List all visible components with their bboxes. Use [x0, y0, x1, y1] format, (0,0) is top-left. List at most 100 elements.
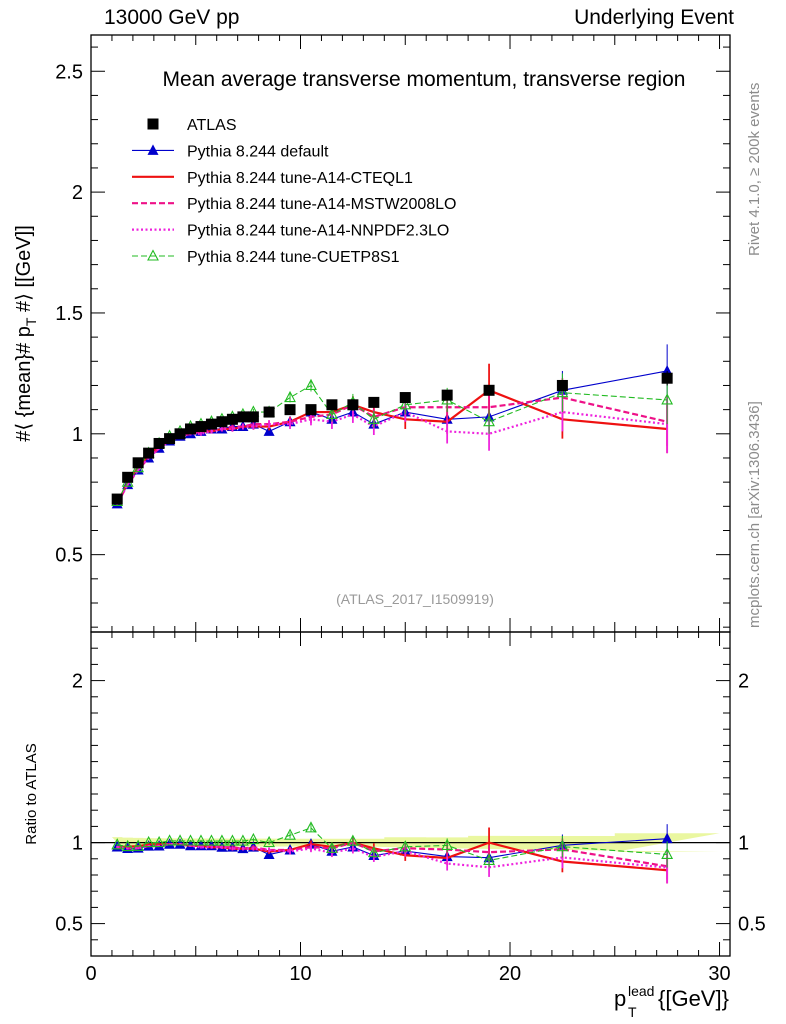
ratio-data-point	[326, 841, 338, 853]
ratio-data-point	[163, 834, 176, 846]
ratio-y-tick-label-right: 2	[738, 671, 749, 693]
series-line	[116, 396, 668, 505]
ratio-data-point	[236, 834, 249, 846]
ratio-y-ticks	[91, 647, 730, 941]
y-tick-label: 0.5	[55, 545, 83, 567]
data-point	[153, 437, 165, 449]
x-tick-label: 30	[708, 963, 730, 985]
legend-marker	[147, 144, 159, 155]
ratio-y-tick-label: 2	[72, 671, 83, 693]
ratio-data-point	[195, 834, 207, 846]
data-point	[305, 404, 317, 416]
analysis-watermark: (ATLAS_2017_I1509919)	[336, 591, 494, 607]
legend-label: ATLAS	[187, 117, 237, 134]
legend-marker	[147, 118, 159, 130]
legend-label: Pythia 8.244 tune-A14-CTEQL1	[187, 170, 413, 187]
y-axis-title: #⟨ {mean}# pT #⟩ [[GeV]]	[13, 225, 39, 442]
legend-label: Pythia 8.244 tune-CUETP8S1	[187, 249, 400, 266]
x-tick-label: 20	[499, 963, 521, 985]
data-point	[164, 433, 176, 445]
series-ATLAS	[111, 370, 673, 505]
ratio-series-CUETP8S1	[111, 821, 674, 868]
ratio-data-point	[174, 834, 186, 846]
data-point	[326, 399, 338, 411]
data-point	[661, 393, 674, 405]
series-CUETP8S1	[111, 373, 674, 507]
data-point	[205, 418, 217, 430]
series-NNPDF	[116, 392, 669, 506]
ratio-data-point	[184, 834, 197, 846]
ratio-y-tick-label-right: 1	[738, 833, 749, 855]
data-point	[305, 378, 317, 391]
data-point	[367, 412, 380, 424]
data-point	[556, 386, 569, 398]
data-point	[132, 457, 144, 469]
ratio-y-axis-title: Ratio to ATLAS	[23, 743, 40, 844]
data-point	[263, 425, 275, 436]
data-point	[226, 413, 238, 425]
legend-item-NNPDF: Pythia 8.244 tune-A14-NNPDF2.3LO	[132, 223, 449, 240]
header-analysis-label: Underlying Event	[574, 6, 734, 29]
ratio-data-point	[132, 839, 145, 851]
y-tick-label: 1.5	[55, 303, 83, 325]
x-axis-title-main: p	[614, 986, 626, 1011]
ratio-data-point	[111, 838, 124, 850]
legend-item-MSTW: Pythia 8.244 tune-A14-MSTW2008LO	[132, 196, 456, 213]
data-point	[284, 390, 296, 403]
ratio-data-point	[284, 828, 296, 840]
legend-item-CUETP8S1: Pythia 8.244 tune-CUETP8S1	[132, 249, 400, 266]
ratio-data-point	[367, 845, 380, 858]
series-line	[116, 389, 668, 505]
ratio-y-tick-label: 0.5	[55, 914, 83, 936]
data-point	[441, 389, 453, 401]
main-y-ticks	[91, 46, 730, 628]
legend-label: Pythia 8.244 tune-A14-NNPDF2.3LO	[187, 223, 449, 240]
y-tick-label: 2.5	[55, 61, 83, 83]
data-point	[326, 407, 338, 420]
ratio-y-tick-label: 1	[72, 833, 83, 855]
ratio-data-point	[121, 839, 134, 852]
data-point	[247, 411, 259, 423]
ratio-series-CTEQL1	[116, 827, 669, 884]
header-process-label: 13000 GeV pp	[104, 6, 240, 29]
ratio-data-point	[205, 834, 218, 846]
legend-label: Pythia 8.244 tune-A14-MSTW2008LO	[187, 196, 456, 213]
plot-title: Mean average transverse momentum, transv…	[163, 68, 686, 91]
ratio-data-point	[305, 821, 317, 833]
series-MSTW	[116, 378, 669, 506]
ratio-panel-frame	[90, 631, 731, 957]
data-point	[174, 428, 186, 440]
legend-marker	[147, 249, 159, 261]
legend-item-ATLAS: ATLAS	[147, 117, 237, 134]
data-point	[483, 415, 495, 427]
ratio-y-tick-label-right: 0.5	[738, 914, 766, 936]
ratio-data-point	[263, 835, 275, 848]
data-point	[143, 447, 155, 459]
legend-item-default: Pythia 8.244 default	[132, 143, 329, 160]
data-point	[195, 421, 207, 433]
x-axis-title-sup: lead	[628, 983, 654, 999]
legend-item-CTEQL1: Pythia 8.244 tune-A14-CTEQL1	[132, 170, 413, 187]
data-point	[399, 392, 411, 404]
ratio-data-point	[226, 834, 239, 846]
data-point	[263, 406, 275, 418]
ratio-data-point	[216, 834, 228, 846]
ratio-data-point	[153, 835, 166, 848]
ratio-data-point	[247, 832, 260, 845]
data-point	[111, 493, 123, 505]
data-point	[185, 423, 197, 435]
data-point	[368, 396, 380, 408]
ratio-data-point	[556, 839, 569, 852]
data-point	[483, 384, 495, 396]
data-point	[399, 398, 412, 410]
ratio-data-point	[346, 834, 359, 846]
x-axis-title-sub: T	[628, 1004, 637, 1020]
x-tick-label: 10	[289, 963, 311, 985]
x-axis-title-unit: {[GeV]}	[658, 986, 729, 1011]
data-point	[347, 399, 359, 411]
ratio-data-point	[661, 832, 673, 844]
ratio-data-point	[483, 853, 495, 865]
data-point	[122, 471, 134, 483]
